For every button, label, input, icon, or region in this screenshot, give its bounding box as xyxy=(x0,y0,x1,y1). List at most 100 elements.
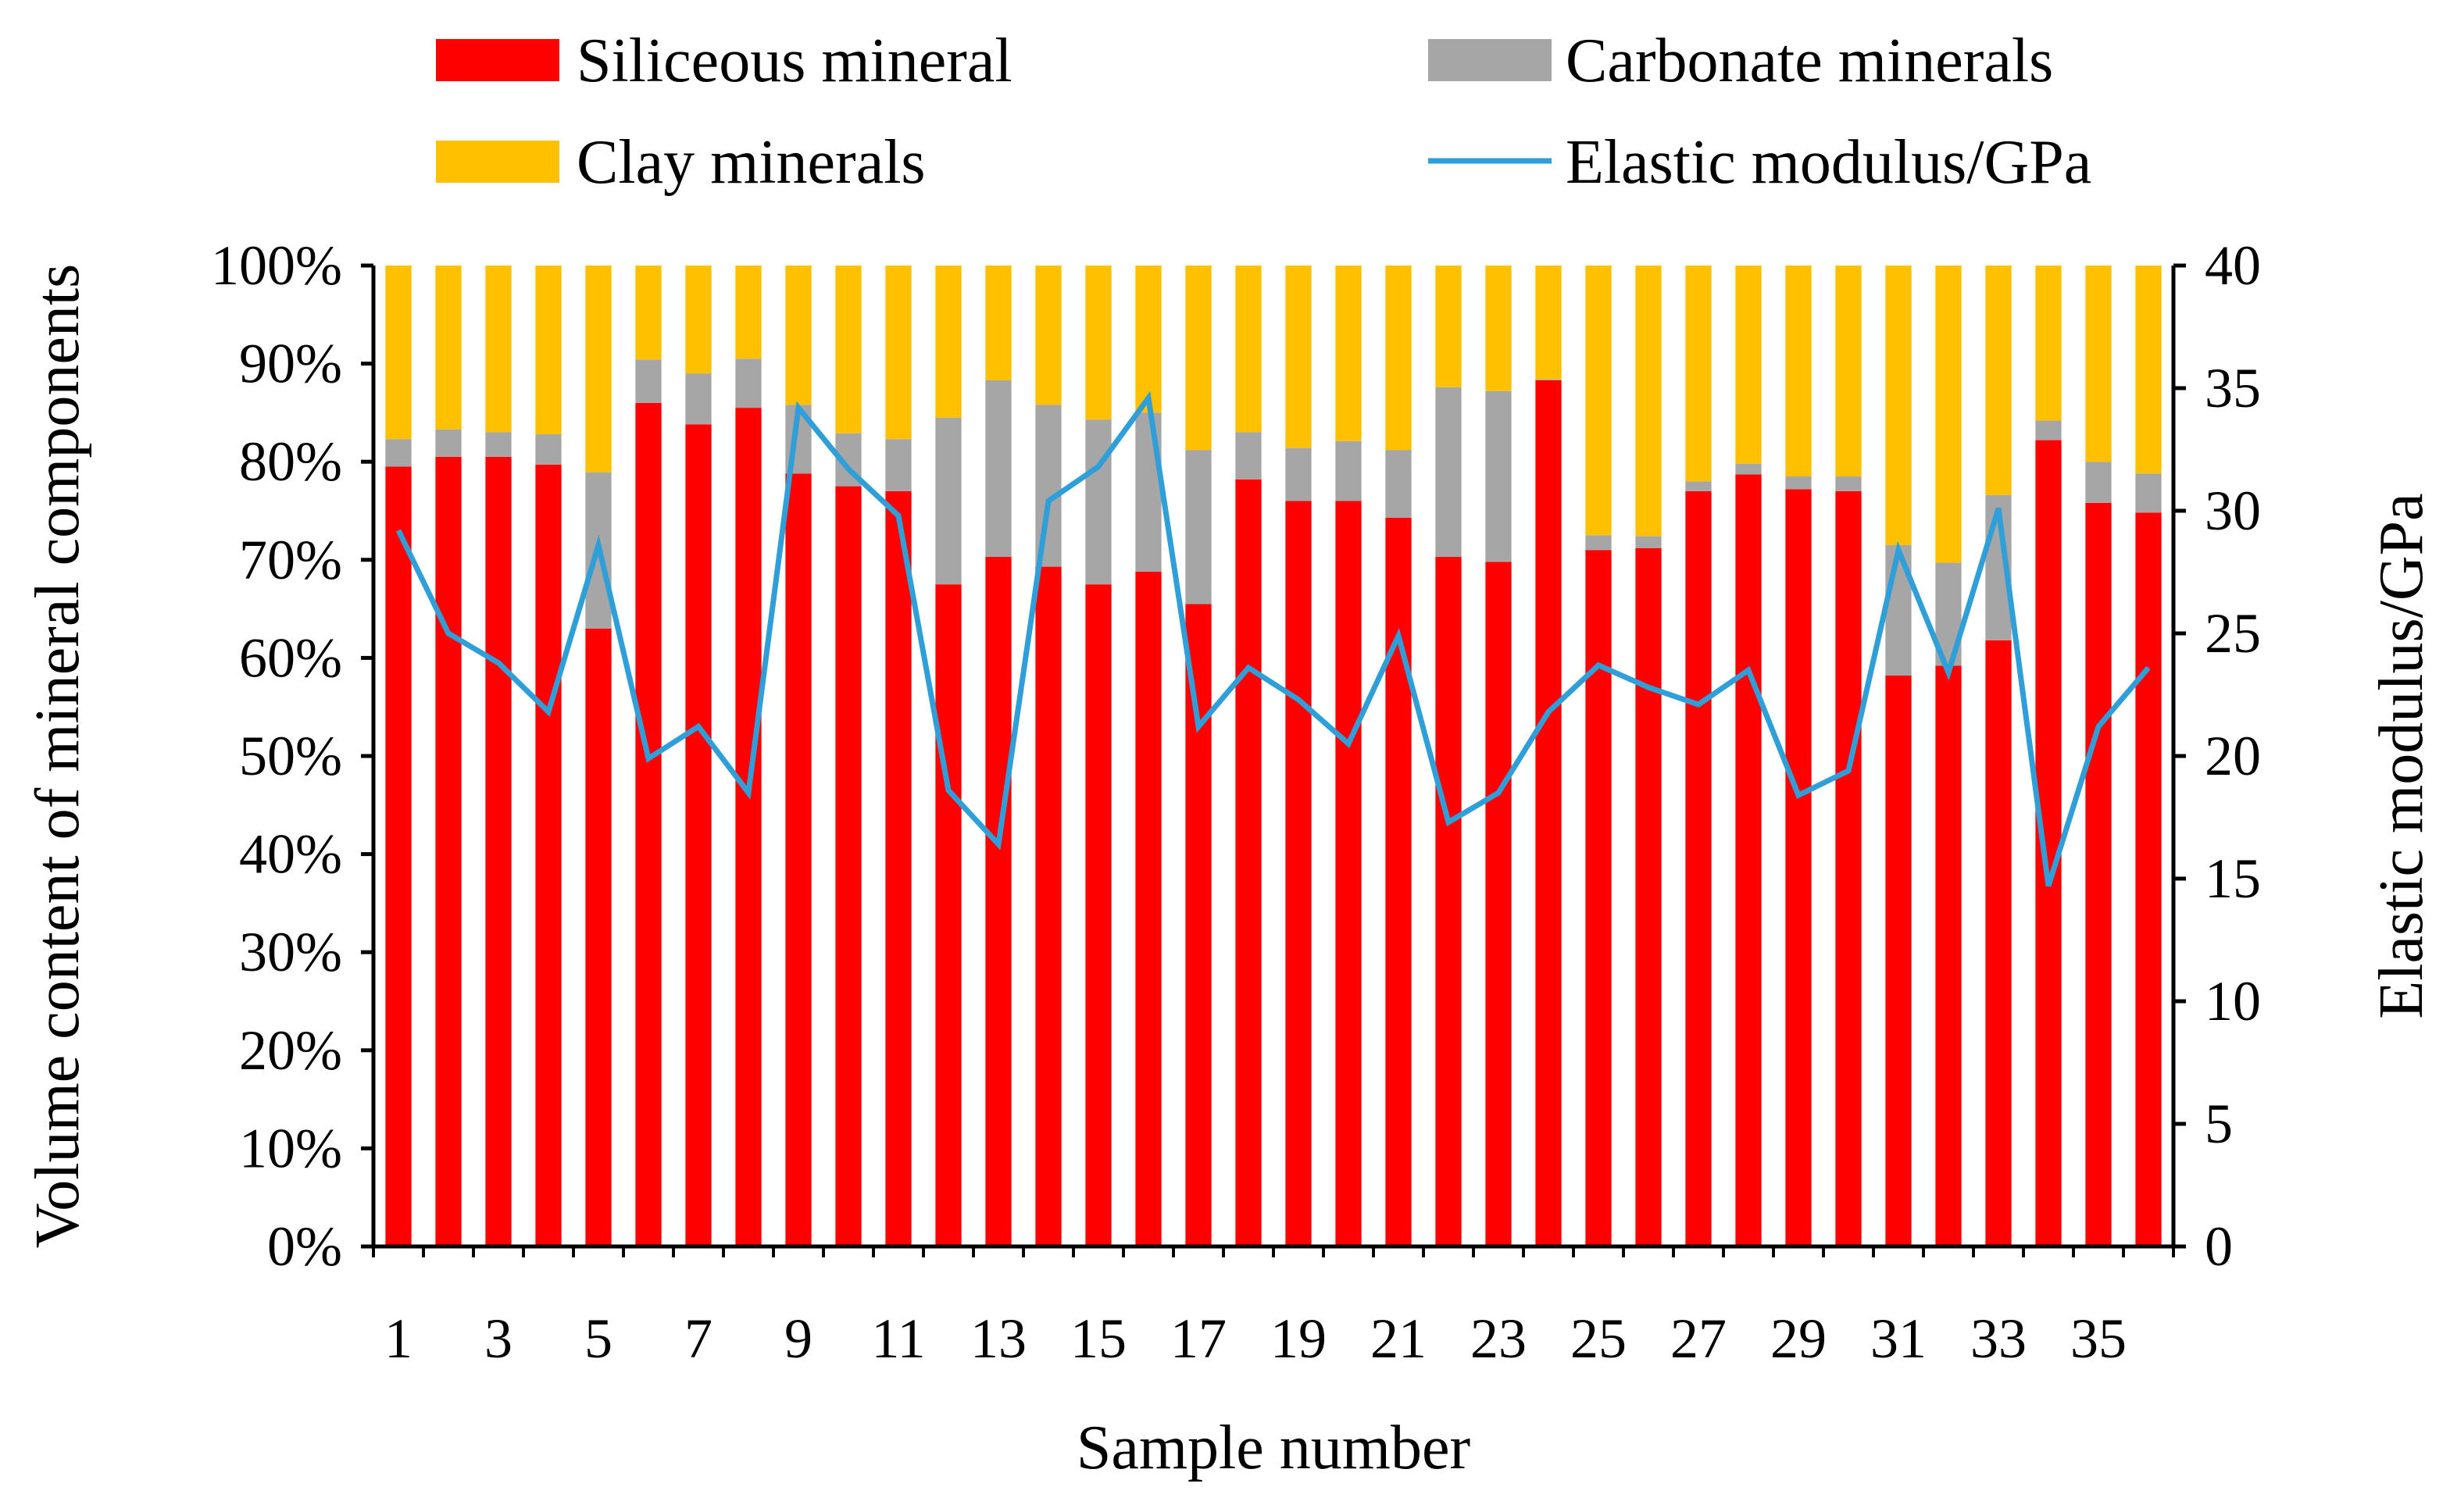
x-tick-label: 33 xyxy=(1970,1307,2027,1370)
left-tick-label: 20% xyxy=(239,1019,342,1082)
bar-carbonate-sample-20 xyxy=(1335,440,1362,501)
bar-clay-sample-20 xyxy=(1335,266,1362,441)
legend-label-modulus: Elastic modulus/GPa xyxy=(1566,128,2091,197)
bar-carbonate-sample-13 xyxy=(985,380,1012,558)
y2-axis-title: Elastic modulus/GPa xyxy=(2367,493,2436,1018)
left-tick-label: 90% xyxy=(239,333,342,395)
bar-siliceous-sample-14 xyxy=(1035,566,1062,1246)
point-modulus-sample-31 xyxy=(1898,549,1899,551)
bar-clay-sample-28 xyxy=(1735,266,1762,464)
x-tick-label: 29 xyxy=(1770,1307,1827,1370)
right-y-ticks: 0 5 10 15 20 25 30 35 40 xyxy=(2173,234,2261,1278)
bar-carbonate-sample-28 xyxy=(1735,463,1762,475)
x-tick-label: 23 xyxy=(1470,1307,1527,1370)
x-tick-label: 17 xyxy=(1170,1307,1227,1370)
left-y-ticks: 0% 10% 20% 30% 40% 50% 60% 70% 80% 90% 100% xyxy=(211,234,373,1278)
bar-clay-sample-5 xyxy=(585,266,612,473)
legend: Siliceous mineral Carbonate minerals Cla… xyxy=(436,27,2091,197)
bar-clay-sample-29 xyxy=(1785,266,1812,477)
bar-siliceous-sample-33 xyxy=(1985,640,2012,1246)
bar-siliceous-sample-5 xyxy=(585,628,612,1246)
point-modulus-sample-1 xyxy=(398,530,399,531)
bar-carbonate-sample-8 xyxy=(735,358,762,408)
bar-siliceous-sample-12 xyxy=(935,584,962,1246)
bar-clay-sample-10 xyxy=(835,266,862,433)
bar-siliceous-sample-30 xyxy=(1835,490,1862,1246)
x-tick-label: 19 xyxy=(1270,1307,1327,1370)
left-tick-label: 0% xyxy=(267,1215,342,1278)
right-tick-label: 5 xyxy=(2205,1093,2233,1155)
bar-siliceous-sample-19 xyxy=(1285,501,1312,1246)
bar-clay-sample-12 xyxy=(935,266,962,418)
point-modulus-sample-13 xyxy=(998,843,999,845)
bar-clay-sample-14 xyxy=(1035,266,1062,405)
bar-siliceous-sample-8 xyxy=(735,408,762,1246)
bar-siliceous-sample-6 xyxy=(635,402,662,1246)
bar-siliceous-sample-1 xyxy=(385,466,412,1246)
x-axis-title: Sample number xyxy=(1077,1414,1470,1482)
bar-clay-sample-2 xyxy=(435,266,462,430)
bar-siliceous-sample-13 xyxy=(985,557,1012,1246)
bar-clay-sample-25 xyxy=(1585,266,1612,536)
x-tick-label: 3 xyxy=(484,1307,512,1370)
point-modulus-sample-5 xyxy=(598,544,599,546)
bar-clay-sample-22 xyxy=(1435,266,1462,387)
x-tick-label: 31 xyxy=(1870,1307,1927,1370)
bar-carbonate-sample-23 xyxy=(1485,390,1512,562)
bar-clay-sample-7 xyxy=(685,266,712,374)
bar-carbonate-sample-19 xyxy=(1285,448,1312,501)
left-tick-label: 40% xyxy=(239,823,342,886)
left-tick-label: 100% xyxy=(211,234,342,297)
x-tick-label: 13 xyxy=(970,1307,1027,1370)
point-modulus-sample-4 xyxy=(548,711,549,712)
point-modulus-sample-3 xyxy=(498,662,499,664)
bar-siliceous-sample-17 xyxy=(1185,604,1212,1246)
bar-carbonate-sample-29 xyxy=(1785,476,1812,490)
point-modulus-sample-30 xyxy=(1848,770,1849,772)
bar-clay-sample-15 xyxy=(1085,266,1112,420)
bar-clay-sample-1 xyxy=(385,266,412,440)
bar-siliceous-sample-36 xyxy=(2135,512,2162,1246)
point-modulus-sample-29 xyxy=(1798,794,1799,796)
right-tick-label: 40 xyxy=(2205,234,2261,297)
bar-siliceous-sample-15 xyxy=(1085,584,1112,1246)
bar-siliceous-sample-31 xyxy=(1885,676,1912,1246)
bar-clay-sample-35 xyxy=(2085,266,2112,462)
bar-clay-sample-11 xyxy=(885,266,912,440)
bar-siliceous-sample-26 xyxy=(1635,547,1662,1246)
bar-siliceous-sample-21 xyxy=(1385,517,1412,1246)
right-tick-label: 0 xyxy=(2205,1215,2233,1278)
bar-carbonate-sample-36 xyxy=(2135,473,2162,513)
bar-carbonate-sample-22 xyxy=(1435,387,1462,558)
bar-clay-sample-32 xyxy=(1935,266,1962,563)
legend-swatch-clay xyxy=(436,141,559,183)
bar-clay-sample-19 xyxy=(1285,266,1312,448)
bar-siliceous-sample-24 xyxy=(1535,380,1562,1247)
left-tick-label: 80% xyxy=(239,430,342,493)
point-modulus-sample-36 xyxy=(2148,667,2149,669)
bar-clay-sample-18 xyxy=(1235,266,1262,433)
x-tick-label: 5 xyxy=(584,1307,612,1370)
bar-clay-sample-17 xyxy=(1185,266,1212,451)
bar-carbonate-sample-27 xyxy=(1685,481,1712,491)
series-line-elastic-modulus xyxy=(395,390,2151,887)
x-tick-label: 25 xyxy=(1570,1307,1627,1370)
bar-siliceous-sample-9 xyxy=(785,473,812,1246)
right-tick-label: 15 xyxy=(2205,847,2261,910)
left-tick-label: 60% xyxy=(239,626,342,689)
bar-clay-sample-27 xyxy=(1685,266,1712,482)
bar-siliceous-sample-23 xyxy=(1485,562,1512,1246)
x-tick-label: 15 xyxy=(1070,1307,1127,1370)
bar-carbonate-sample-21 xyxy=(1385,450,1412,518)
bar-clay-sample-26 xyxy=(1635,266,1662,537)
legend-swatch-siliceous xyxy=(436,39,559,81)
bar-siliceous-sample-2 xyxy=(435,456,462,1246)
bar-clay-sample-30 xyxy=(1835,266,1862,477)
bar-clay-sample-16 xyxy=(1135,266,1162,413)
point-modulus-sample-6 xyxy=(648,758,649,759)
bar-clay-sample-21 xyxy=(1385,266,1412,451)
bar-carbonate-sample-6 xyxy=(635,359,662,403)
bar-clay-sample-31 xyxy=(1885,266,1912,545)
point-modulus-sample-17 xyxy=(1198,726,1199,727)
